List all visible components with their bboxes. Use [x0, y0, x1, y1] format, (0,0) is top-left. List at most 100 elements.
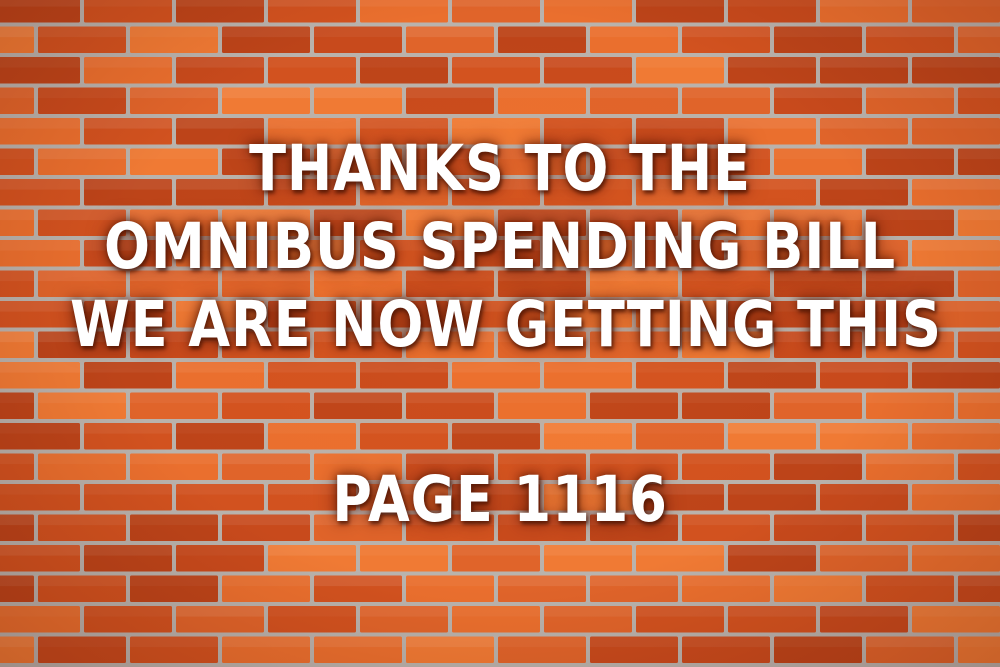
- brick: [84, 179, 172, 206]
- brick-highlight: [544, 0, 632, 7]
- brick-highlight: [912, 423, 1000, 434]
- brick-highlight: [866, 636, 954, 648]
- brick-highlight: [268, 362, 356, 373]
- brick-highlight: [544, 545, 632, 556]
- brick: [590, 575, 678, 602]
- page-reference-text: PAGE 1116: [332, 463, 668, 536]
- brick-highlight: [0, 545, 80, 556]
- brick-highlight: [314, 270, 402, 282]
- brick: [590, 26, 678, 53]
- brick-highlight: [498, 270, 586, 282]
- brick-highlight: [774, 87, 862, 99]
- brick: [958, 636, 1000, 663]
- brick: [38, 331, 126, 358]
- brick-highlight: [820, 606, 908, 617]
- brick: [268, 301, 356, 328]
- brick: [314, 392, 402, 419]
- brick-highlight: [498, 636, 586, 648]
- brick-highlight: [728, 362, 816, 373]
- brick: [544, 362, 632, 389]
- brick-highlight: [360, 118, 448, 129]
- brick-highlight: [866, 392, 954, 404]
- brick: [130, 575, 218, 602]
- brick-highlight: [590, 209, 678, 221]
- brick-highlight: [912, 118, 1000, 129]
- brick: [728, 362, 816, 389]
- brick: [636, 118, 724, 145]
- brick-highlight: [452, 57, 540, 68]
- brick-highlight: [360, 57, 448, 68]
- brick-highlight: [268, 301, 356, 312]
- brick: [728, 240, 816, 267]
- brick: [544, 545, 632, 572]
- brick: [958, 575, 1000, 602]
- brick: [406, 453, 494, 480]
- brick: [774, 26, 862, 53]
- brick-highlight: [774, 26, 862, 38]
- brick-highlight: [360, 606, 448, 617]
- brick-highlight: [314, 514, 402, 526]
- brick-highlight: [176, 423, 264, 434]
- brick-highlight: [268, 606, 356, 617]
- brick-highlight: [176, 57, 264, 68]
- brick-highlight: [406, 636, 494, 648]
- brick: [636, 606, 724, 633]
- brick: [866, 270, 954, 297]
- brick-highlight: [728, 240, 816, 251]
- brick: [0, 331, 34, 358]
- brick-highlight: [130, 514, 218, 526]
- brick-highlight: [682, 209, 770, 221]
- brick-highlight: [912, 545, 1000, 556]
- brick: [498, 148, 586, 175]
- brick: [360, 423, 448, 450]
- brick: [38, 270, 126, 297]
- brick-highlight: [498, 575, 586, 587]
- brick-highlight: [636, 545, 724, 556]
- brick-highlight: [360, 0, 448, 7]
- brick-highlight: [176, 362, 264, 373]
- brick-highlight: [314, 392, 402, 404]
- brick-highlight: [0, 331, 34, 343]
- brick-highlight: [958, 87, 1000, 99]
- brick-highlight: [406, 270, 494, 282]
- brick-highlight: [38, 575, 126, 587]
- brick-highlight: [0, 240, 80, 251]
- brick: [636, 57, 724, 84]
- brick: [452, 179, 540, 206]
- brick: [176, 179, 264, 206]
- brick: [222, 26, 310, 53]
- brick: [590, 453, 678, 480]
- brick-highlight: [636, 362, 724, 373]
- brick-highlight: [452, 606, 540, 617]
- brick: [636, 484, 724, 511]
- brick-highlight: [38, 87, 126, 99]
- brick-highlight: [0, 636, 34, 648]
- brick: [268, 179, 356, 206]
- brick-highlight: [38, 209, 126, 221]
- brick-highlight: [314, 575, 402, 587]
- brick-highlight: [958, 453, 1000, 465]
- brick: [774, 575, 862, 602]
- brick-highlight: [544, 606, 632, 617]
- brick-highlight: [176, 240, 264, 251]
- brick: [84, 545, 172, 572]
- brick: [0, 26, 34, 53]
- brick: [498, 575, 586, 602]
- brick: [820, 118, 908, 145]
- brick-highlight: [268, 0, 356, 7]
- brick-highlight: [728, 301, 816, 312]
- brick-highlight: [0, 514, 34, 526]
- brick: [314, 636, 402, 663]
- headline-line-3: WE ARE NOW GETTING THIS: [70, 288, 942, 361]
- brick: [0, 179, 80, 206]
- brick: [314, 331, 402, 358]
- brick-highlight: [268, 423, 356, 434]
- brick-highlight: [452, 301, 540, 312]
- brick: [360, 545, 448, 572]
- headline-line-1: THANKS TO THE: [249, 132, 751, 205]
- brick: [728, 179, 816, 206]
- brick: [682, 270, 770, 297]
- brick: [0, 57, 80, 84]
- brick: [176, 57, 264, 84]
- brick: [452, 240, 540, 267]
